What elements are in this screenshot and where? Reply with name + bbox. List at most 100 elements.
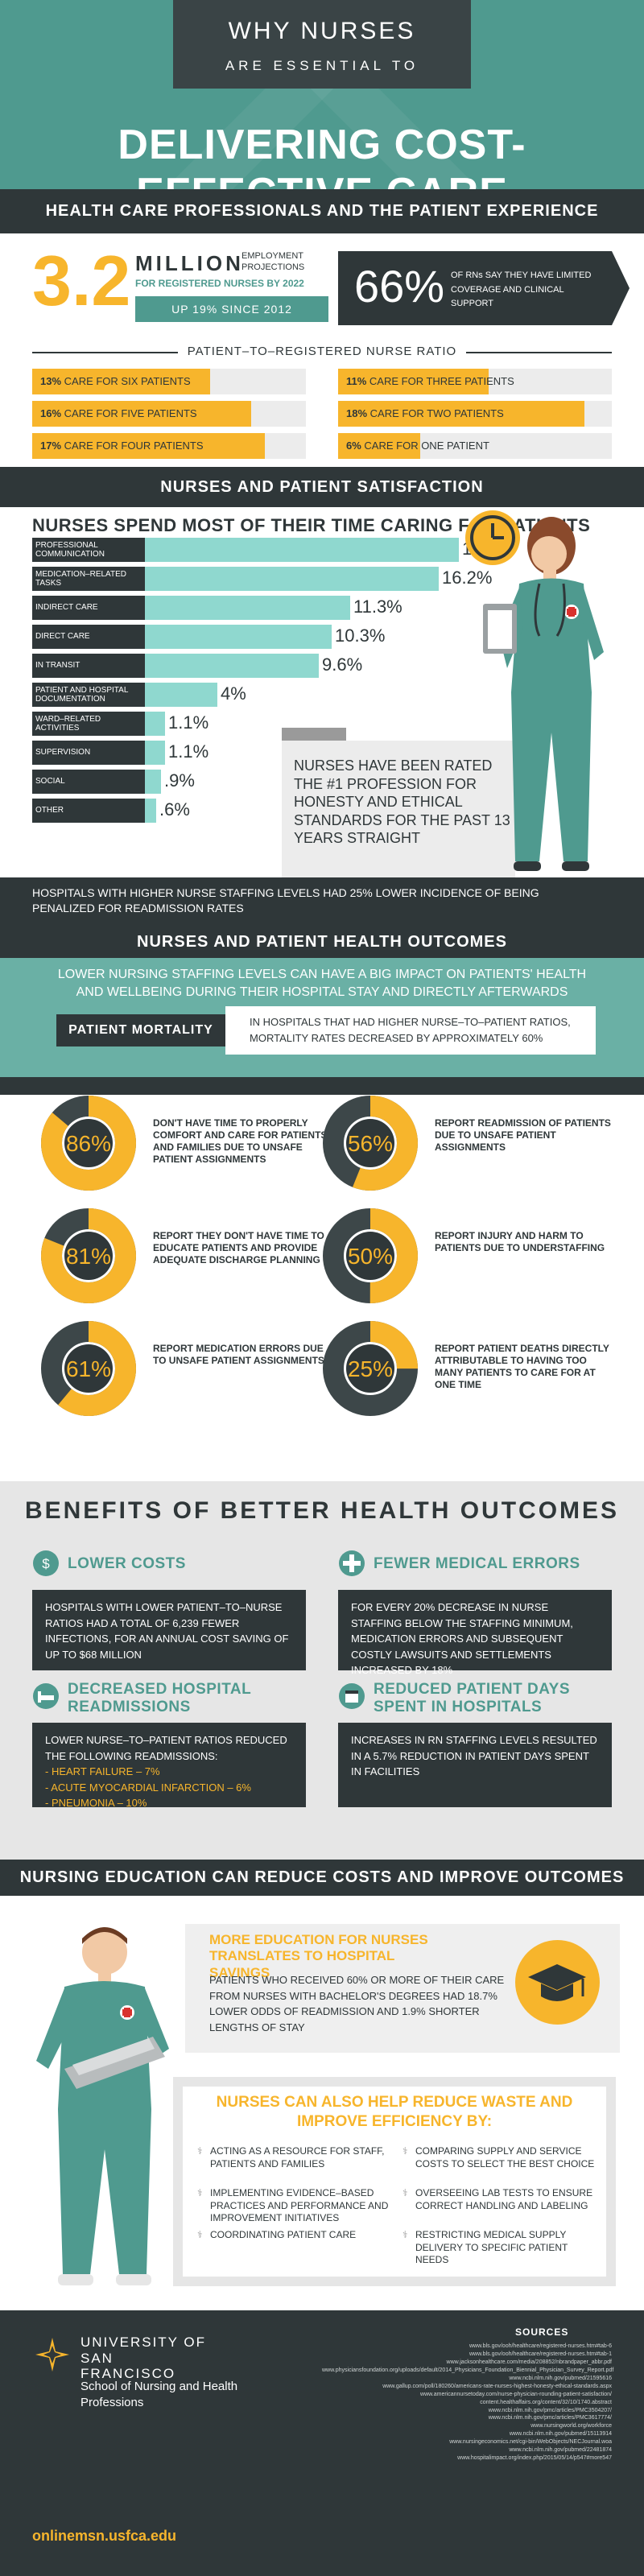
efficiency-item: COORDINATING PATIENT CARE	[210, 2229, 357, 2240]
activity-category-label: SOCIAL	[32, 770, 145, 794]
source-link[interactable]: www.bls.gov/ooh/healthcare/registered-nu…	[469, 2343, 612, 2349]
donut-text: REPORT PATIENT DEATHS DIRECTLY ATTRIBUTA…	[435, 1343, 609, 1390]
section2-title: NURSES AND PATIENT SATISFACTION	[0, 467, 644, 507]
source-link[interactable]: www.gallup.com/poll/180260/americans-rat…	[382, 2383, 612, 2389]
ratio-title-text: PATIENT–TO–REGISTERED NURSE RATIO	[177, 345, 467, 358]
source-link[interactable]: www.jacksonhealthcare.com/media/208852/n…	[446, 2359, 612, 2365]
source-link[interactable]: www.ncbi.nlm.nih.gov/pubmed/22481874	[509, 2447, 612, 2454]
donut-text: REPORT READMISSION OF PATIENTS DUE TO UN…	[435, 1117, 611, 1153]
donut-text: DON'T HAVE TIME TO PROPERLY COMFORT AND …	[153, 1117, 328, 1165]
ratio-bar-label: 6% CARE FOR ONE PATIENT	[346, 433, 489, 459]
ratio-bar: 18% CARE FOR TWO PATIENTS	[338, 401, 612, 427]
education-heading: MORE EDUCATION FOR NURSES TRANSLATES TO …	[209, 1932, 428, 1980]
mortality-box	[225, 1006, 596, 1055]
donut-center	[346, 1344, 394, 1393]
employment-label: EMPLOYMENT PROJECTIONS	[242, 251, 305, 272]
donut-center	[64, 1232, 113, 1280]
days-box: INCREASES IN RN STAFFING LEVELS RESULTED…	[338, 1723, 612, 1807]
usf-logo-icon	[35, 2338, 69, 2372]
donut-pct: 61%	[66, 1356, 111, 1381]
activity-category-label: PATIENT AND HOSPITAL DOCUMENTATION	[32, 683, 145, 707]
fewer-errors-text: FOR EVERY 20% DECREASE IN NURSE STAFFING…	[351, 1601, 573, 1676]
activity-value-label: 10.3%	[335, 625, 386, 646]
ratio-bar-fill	[32, 369, 210, 394]
profession-box	[282, 741, 515, 877]
ratio-bar-pct: 11%	[346, 375, 369, 387]
registered-label: FOR REGISTERED NURSES BY 2022	[135, 278, 304, 289]
source-link[interactable]: content.healthaffairs.org/content/32/10/…	[480, 2399, 612, 2405]
ratio-bar: 16% CARE FOR FIVE PATIENTS	[32, 401, 306, 427]
activity-bar	[145, 683, 217, 707]
fewer-errors-box: FOR EVERY 20% DECREASE IN NURSE STAFFING…	[338, 1590, 612, 1676]
nurse-illustration	[465, 510, 604, 871]
school-name: School of Nursing and Health Professions	[80, 2380, 238, 2409]
source-link[interactable]: www.hospitalimpact.org/index.php/2015/05…	[457, 2455, 612, 2462]
activity-category-label: MEDICATION–RELATED TASKS	[32, 567, 145, 591]
ratio-bar-text: CARE FOR FIVE PATIENTS	[64, 407, 197, 419]
activity-value-label: 1.1%	[168, 712, 209, 733]
ratio-bar-label: 11% CARE FOR THREE PATIENTS	[346, 369, 514, 394]
ratio-bar: 13% CARE FOR SIX PATIENTS	[32, 369, 306, 394]
ratio-bar: 17% CARE FOR FOUR PATIENTS	[32, 433, 306, 459]
male-nurse-illustration	[36, 1927, 169, 2285]
donut-fill	[323, 1321, 418, 1416]
efficiency-item: IMPLEMENTING EVIDENCE–BASED PRACTICES AN…	[210, 2187, 389, 2224]
ratio-bar-label: 13% CARE FOR SIX PATIENTS	[40, 369, 191, 394]
donut-pct: 56%	[348, 1131, 393, 1156]
pct66-text: OF RNs SAY THEY HAVE LIMITED COVERAGE AN…	[451, 270, 592, 309]
activity-value-label: 16.2%	[442, 568, 493, 588]
section3-title: NURSES AND PATIENT HEALTH OUTCOMES	[0, 926, 644, 958]
activity-category-label: DIRECT CARE	[32, 625, 145, 649]
source-link[interactable]: www.ncbi.nlm.nih.gov/pubmed/21595616	[509, 2375, 612, 2381]
site-link[interactable]: onlinemsn.usfca.edu	[32, 2528, 177, 2544]
source-link[interactable]: www.physiciansfoundation.org/uploads/def…	[322, 2367, 614, 2373]
donut-chart: 25%	[323, 1321, 418, 1416]
ratio-bar-fill	[32, 401, 251, 427]
activity-category-label: WARD–RELATED ACTIVITIES	[32, 712, 145, 736]
ratio-bar-pct: 16%	[40, 407, 64, 419]
source-link[interactable]: www.ncbi.nlm.nih.gov/pmc/articles/PMC350…	[488, 2407, 612, 2413]
source-link[interactable]: www.bls.gov/ooh/healthcare/registered-nu…	[469, 2351, 612, 2357]
fewer-errors-title: FEWER MEDICAL ERRORS	[374, 1555, 580, 1572]
graduation-cap-icon	[515, 1940, 600, 2025]
activity-value-label: 1.1%	[168, 741, 209, 762]
donut-chart: 50%	[323, 1208, 418, 1303]
donut-center	[64, 1344, 113, 1393]
million-label: MILLION	[135, 251, 244, 275]
efficiency-item: RESTRICTING MEDICAL SUPPLY DELIVERY TO S…	[415, 2229, 568, 2266]
profession-text: NURSES HAVE BEEN RATED THE #1 PROFESSION…	[294, 758, 510, 846]
activity-bar	[145, 770, 161, 794]
footer	[0, 2310, 644, 2576]
source-link[interactable]: www.ncbi.nlm.nih.gov/pubmed/15113914	[509, 2431, 612, 2438]
coins-icon: $	[33, 1550, 59, 1576]
source-link[interactable]: www.nursingworld.org/workforce	[530, 2423, 612, 2429]
donut-fill	[323, 1208, 418, 1303]
donut-pct: 25%	[348, 1356, 393, 1381]
efficiency-heading: NURSES CAN ALSO HELP REDUCE WASTE AND IM…	[216, 2094, 573, 2130]
donut-chart: 86%	[41, 1096, 136, 1191]
pct66-arrow-icon	[612, 251, 630, 325]
activity-value-label: .6%	[159, 799, 190, 819]
activity-value-label: 9.6%	[322, 654, 363, 675]
activity-category-label: OTHER	[32, 799, 145, 823]
activity-category-label: INDIRECT CARE	[32, 596, 145, 620]
activity-value-label: 4%	[221, 683, 246, 704]
efficiency-item: ACTING AS A RESOURCE FOR STAFF, PATIENTS…	[210, 2145, 385, 2169]
university-name: UNIVERSITY OF SAN FRANCISCO	[80, 2334, 207, 2382]
hero-title-line1: WHY NURSES	[228, 18, 416, 44]
stethoscope-icon: ⚕	[402, 2229, 408, 2240]
donut-center	[346, 1232, 394, 1280]
source-link[interactable]: www.americannursetoday.com/nurse-physici…	[420, 2391, 612, 2397]
donut-fill	[41, 1096, 136, 1191]
ratio-bar-pct: 17%	[40, 440, 64, 452]
source-link[interactable]: www.ncbi.nlm.nih.gov/pmc/articles/PMC361…	[488, 2415, 612, 2421]
big-number-3-2: 3.2	[32, 241, 131, 320]
activity-value-label: 11.3%	[353, 597, 402, 617]
ratio-bar-pct: 6%	[346, 440, 365, 452]
days-text: INCREASES IN RN STAFFING LEVELS RESULTED…	[351, 1734, 597, 1777]
mortality-label: PATIENT MORTALITY	[56, 1014, 225, 1046]
ratio-bar-pct: 13%	[40, 375, 64, 387]
days-title: REDUCED PATIENT DAYS SPENT IN HOSPITALS	[374, 1681, 571, 1715]
readmit-item: - HEART FAILURE – 7%	[45, 1765, 160, 1777]
source-link[interactable]: www.nursingeconomics.net/cgi-bin/WebObje…	[449, 2439, 612, 2446]
